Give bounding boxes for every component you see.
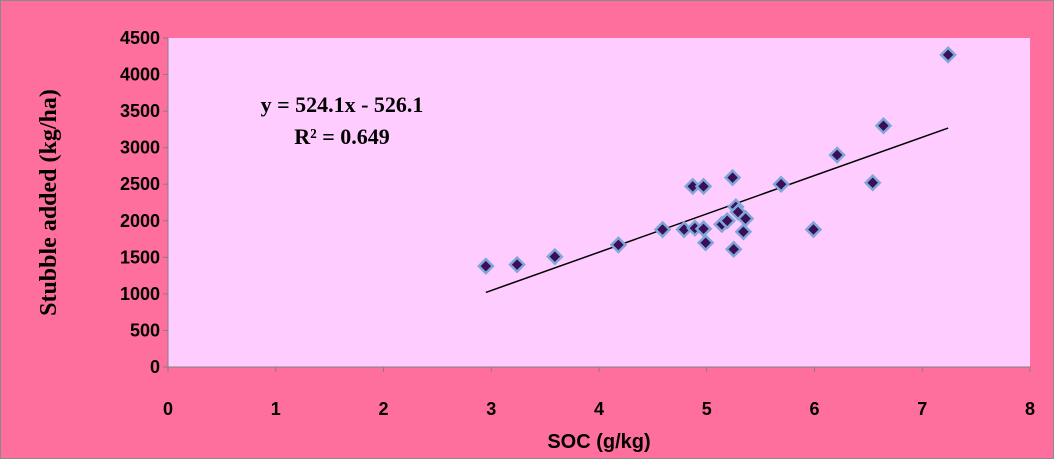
y-tick-label: 4500	[120, 28, 160, 48]
x-tick-label: 5	[702, 399, 712, 419]
y-tick-label: 2000	[120, 211, 160, 231]
y-tick-label: 3500	[120, 101, 160, 121]
data-point	[874, 116, 893, 135]
y-tick-label: 0	[150, 357, 160, 377]
data-point	[477, 257, 495, 275]
data-point	[723, 168, 742, 187]
data-point	[696, 233, 715, 252]
data-point	[609, 236, 628, 254]
y-tick-label: 4000	[120, 65, 160, 85]
y-tick-label: 500	[130, 320, 160, 340]
x-axis-title: SOC (g/kg)	[547, 431, 650, 453]
x-tick-label: 6	[809, 399, 819, 419]
data-point	[694, 177, 713, 196]
data-point	[863, 173, 882, 192]
y-tick-label: 1500	[120, 247, 160, 267]
trendline	[485, 127, 949, 294]
trendline-equation: y = 524.1x - 526.1	[261, 92, 424, 117]
data-point	[653, 220, 672, 239]
x-tick-label: 8	[1025, 399, 1035, 419]
data-point	[724, 240, 743, 259]
data-point	[804, 220, 823, 239]
y-tick-label: 1000	[120, 284, 160, 304]
x-tick-label: 2	[378, 399, 388, 419]
data-point	[939, 46, 957, 64]
data-point	[772, 175, 790, 193]
y-tick-label: 3000	[120, 138, 160, 158]
data-points	[477, 46, 957, 275]
data-point	[718, 212, 736, 230]
x-tick-label: 3	[486, 399, 496, 419]
y-tick-label: 2500	[120, 174, 160, 194]
data-point	[546, 247, 564, 266]
axes	[163, 37, 1031, 372]
r-squared-label: R² = 0.649	[294, 124, 390, 149]
plot-area	[168, 38, 1030, 367]
y-axis-title: Stubble added (kg/ha)	[36, 89, 62, 316]
data-point	[694, 220, 713, 238]
data-point	[508, 255, 526, 274]
x-tick-label: 0	[163, 399, 173, 419]
x-tick-label: 4	[594, 399, 604, 419]
x-tick-label: 7	[917, 399, 927, 419]
x-tick-label: 1	[271, 399, 281, 419]
data-point	[736, 209, 755, 228]
tick-labels: 0 500 1000 1500 2000 2500 3000 3500 4000 4500 0 1 2 3…	[120, 28, 1035, 419]
data-point	[828, 146, 846, 164]
data-point	[734, 222, 753, 241]
